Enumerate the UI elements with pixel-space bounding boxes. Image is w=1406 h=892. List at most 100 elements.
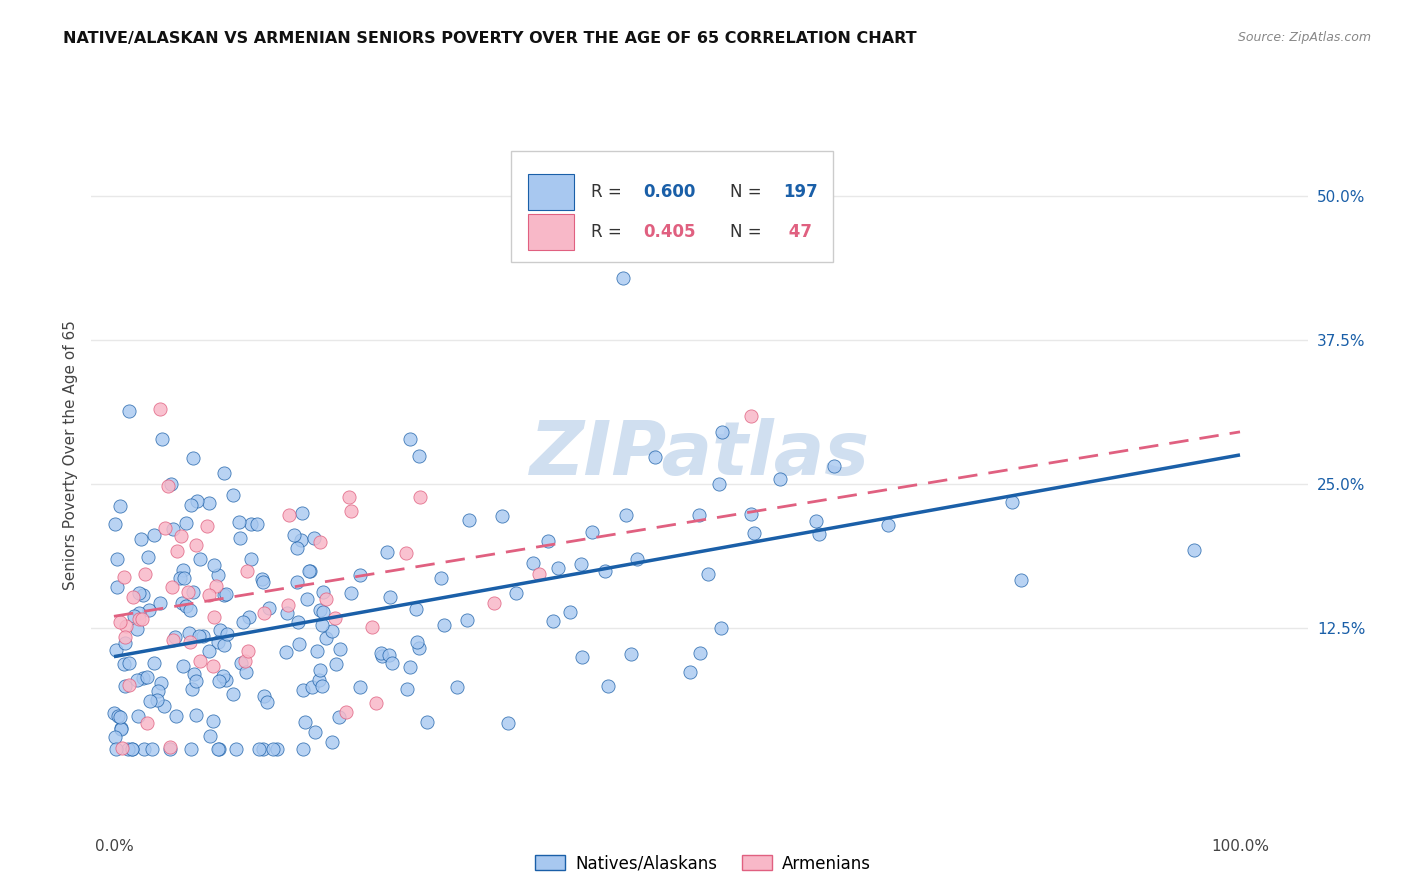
Point xyxy=(298,564,321,578)
Point xyxy=(236,644,259,658)
Point xyxy=(112,569,135,583)
Point xyxy=(121,742,143,756)
Point xyxy=(256,695,278,709)
Point xyxy=(132,742,155,756)
Point xyxy=(159,742,181,756)
Point xyxy=(804,514,827,528)
Point xyxy=(541,614,564,628)
Point xyxy=(188,629,211,643)
Text: R =: R = xyxy=(592,223,621,241)
Point xyxy=(370,648,392,663)
Point xyxy=(311,618,333,632)
Text: NATIVE/ALASKAN VS ARMENIAN SENIORS POVERTY OVER THE AGE OF 65 CORRELATION CHART: NATIVE/ALASKAN VS ARMENIAN SENIORS POVER… xyxy=(63,31,917,46)
Point xyxy=(291,506,314,520)
FancyBboxPatch shape xyxy=(529,174,574,210)
Point xyxy=(129,532,152,546)
Point xyxy=(409,490,432,504)
Point xyxy=(169,571,191,585)
Point xyxy=(212,588,235,602)
Point xyxy=(108,615,131,629)
Point xyxy=(246,516,269,531)
Point xyxy=(131,612,153,626)
Point xyxy=(149,402,172,417)
Point xyxy=(311,605,333,619)
Point xyxy=(266,742,288,756)
Point xyxy=(146,684,169,698)
Point xyxy=(290,533,312,547)
Point xyxy=(103,730,125,744)
Point xyxy=(114,636,136,650)
Point xyxy=(239,552,262,566)
Point xyxy=(614,508,637,522)
Text: 197: 197 xyxy=(783,183,818,201)
Point xyxy=(142,528,165,542)
Text: 47: 47 xyxy=(783,223,813,241)
Point xyxy=(166,544,188,558)
Point xyxy=(228,515,250,529)
Point xyxy=(169,529,191,543)
Point xyxy=(128,607,150,621)
Point xyxy=(177,625,200,640)
Point xyxy=(150,433,173,447)
Point xyxy=(710,622,733,636)
Point xyxy=(274,645,297,659)
Point xyxy=(232,615,254,629)
Point xyxy=(142,657,165,671)
Point xyxy=(132,588,155,602)
Point xyxy=(183,667,205,681)
Point xyxy=(174,599,197,613)
Point xyxy=(146,693,169,707)
Point xyxy=(339,504,361,518)
Point xyxy=(569,557,592,571)
Point xyxy=(370,646,392,660)
Point xyxy=(117,742,139,756)
Point xyxy=(163,630,186,644)
Point xyxy=(311,679,333,693)
Point xyxy=(619,648,641,662)
Point xyxy=(201,714,224,728)
Point xyxy=(188,551,211,566)
Point xyxy=(125,622,148,636)
Point xyxy=(217,626,239,640)
Point xyxy=(877,518,900,533)
Point xyxy=(375,545,398,559)
Point xyxy=(135,715,157,730)
Point xyxy=(139,694,162,708)
Point xyxy=(179,635,201,649)
Point xyxy=(593,564,616,578)
Point xyxy=(253,689,276,703)
Point xyxy=(118,678,141,692)
Point xyxy=(198,729,221,743)
Point xyxy=(398,660,420,674)
Point xyxy=(323,610,346,624)
Point xyxy=(276,598,298,612)
Point xyxy=(287,615,309,629)
Point xyxy=(208,673,231,688)
Point xyxy=(315,631,337,645)
Point xyxy=(399,432,422,446)
Point xyxy=(405,602,427,616)
Point xyxy=(172,658,194,673)
Point xyxy=(165,709,187,723)
Point xyxy=(707,477,730,491)
Point xyxy=(170,596,193,610)
Point xyxy=(104,742,127,756)
Point xyxy=(207,568,229,582)
Point xyxy=(112,657,135,671)
Point xyxy=(138,603,160,617)
Point xyxy=(309,535,332,549)
Point xyxy=(202,610,225,624)
Point xyxy=(277,508,299,523)
Point xyxy=(458,513,481,527)
Point xyxy=(180,742,202,756)
Point xyxy=(176,584,198,599)
Point xyxy=(240,516,263,531)
Point xyxy=(294,715,316,730)
Point xyxy=(581,524,603,539)
Point xyxy=(162,632,184,647)
Point xyxy=(291,742,314,756)
Point xyxy=(285,541,308,555)
Point xyxy=(180,498,202,512)
Point xyxy=(114,619,136,633)
Point xyxy=(560,606,582,620)
